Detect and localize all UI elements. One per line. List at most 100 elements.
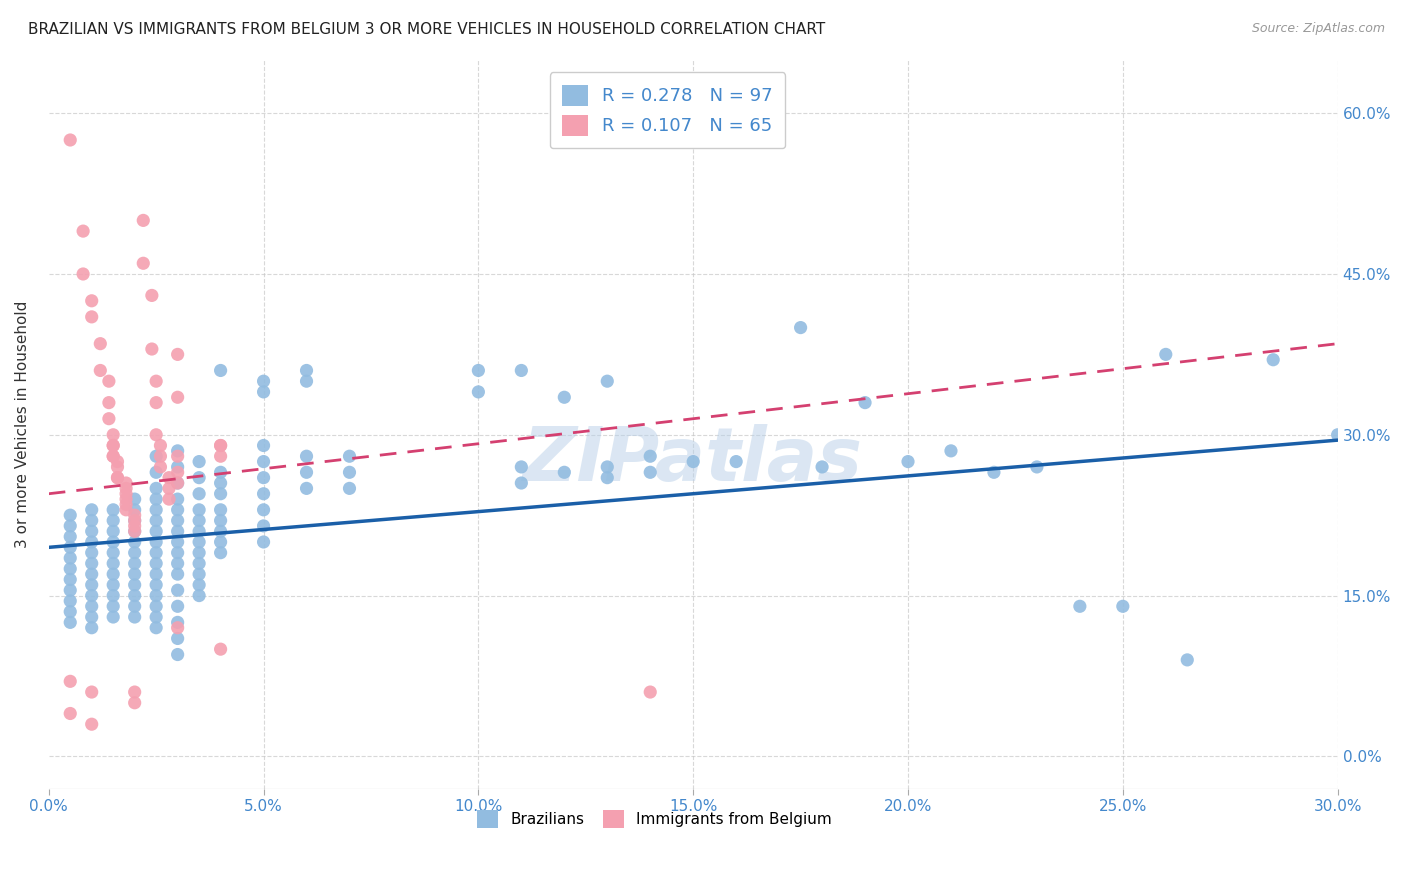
Point (510, 476, 533, 491)
Point (115, 476, 138, 491)
Point (166, 514, 188, 528)
Point (188, 567, 211, 582)
Point (124, 524, 146, 539)
Point (145, 621, 167, 635)
Text: Source: ZipAtlas.com: Source: ZipAtlas.com (1251, 22, 1385, 36)
Point (80, 599, 103, 614)
Point (209, 503, 232, 517)
Point (295, 465, 318, 479)
Point (80, 514, 103, 528)
Point (89, 336, 111, 351)
Point (145, 578, 167, 592)
Point (124, 524, 146, 539)
Point (72, 224, 94, 238)
Point (124, 492, 146, 507)
Point (166, 465, 188, 479)
Point (596, 374, 619, 388)
Point (80, 589, 103, 603)
Point (97, 374, 120, 388)
Point (188, 454, 211, 468)
Point (103, 503, 125, 517)
Point (145, 449, 167, 463)
Point (166, 621, 188, 635)
Point (1154, 347, 1177, 361)
Point (166, 443, 188, 458)
Point (124, 546, 146, 560)
Point (252, 503, 274, 517)
Point (157, 470, 180, 484)
Point (295, 449, 318, 463)
Point (166, 535, 188, 549)
Point (115, 487, 138, 501)
Point (209, 514, 232, 528)
Point (149, 449, 172, 463)
Point (97, 395, 120, 409)
Point (145, 492, 167, 507)
Point (295, 363, 318, 377)
Point (124, 685, 146, 699)
Point (80, 310, 103, 324)
Point (166, 492, 188, 507)
Point (166, 599, 188, 614)
Point (145, 395, 167, 409)
Point (124, 508, 146, 523)
Point (1112, 599, 1135, 614)
Point (209, 363, 232, 377)
Point (166, 476, 188, 491)
Point (209, 642, 232, 657)
Point (124, 696, 146, 710)
Point (89, 363, 111, 377)
Point (188, 524, 211, 539)
Point (339, 465, 361, 479)
Point (252, 438, 274, 452)
Point (59, 706, 82, 721)
Point (166, 648, 188, 662)
Point (103, 449, 125, 463)
Point (103, 557, 125, 571)
Point (80, 557, 103, 571)
Point (188, 589, 211, 603)
Point (145, 589, 167, 603)
Point (157, 492, 180, 507)
Point (596, 470, 619, 484)
Point (1069, 599, 1091, 614)
Point (1025, 459, 1047, 474)
Point (115, 492, 138, 507)
Point (59, 519, 82, 533)
Point (252, 519, 274, 533)
Point (725, 454, 748, 468)
Point (467, 363, 489, 377)
Point (467, 384, 489, 399)
Point (252, 384, 274, 399)
Point (166, 459, 188, 474)
Point (157, 482, 180, 496)
Point (145, 610, 167, 624)
Point (80, 546, 103, 560)
Point (107, 454, 129, 468)
Point (939, 443, 962, 458)
Point (209, 487, 232, 501)
Y-axis label: 3 or more Vehicles in Household: 3 or more Vehicles in Household (15, 301, 30, 548)
Point (166, 503, 188, 517)
Point (145, 503, 167, 517)
Point (553, 465, 575, 479)
Point (897, 454, 920, 468)
Point (188, 578, 211, 592)
Point (97, 411, 120, 425)
Point (80, 717, 103, 731)
Point (295, 482, 318, 496)
Point (188, 487, 211, 501)
Point (59, 605, 82, 619)
Point (166, 449, 188, 463)
Point (59, 508, 82, 523)
Point (510, 459, 533, 474)
Point (166, 546, 188, 560)
Point (252, 374, 274, 388)
Point (80, 293, 103, 308)
Point (141, 288, 163, 302)
Point (1175, 653, 1198, 667)
Point (339, 449, 361, 463)
Point (638, 449, 661, 463)
Point (124, 610, 146, 624)
Point (103, 449, 125, 463)
